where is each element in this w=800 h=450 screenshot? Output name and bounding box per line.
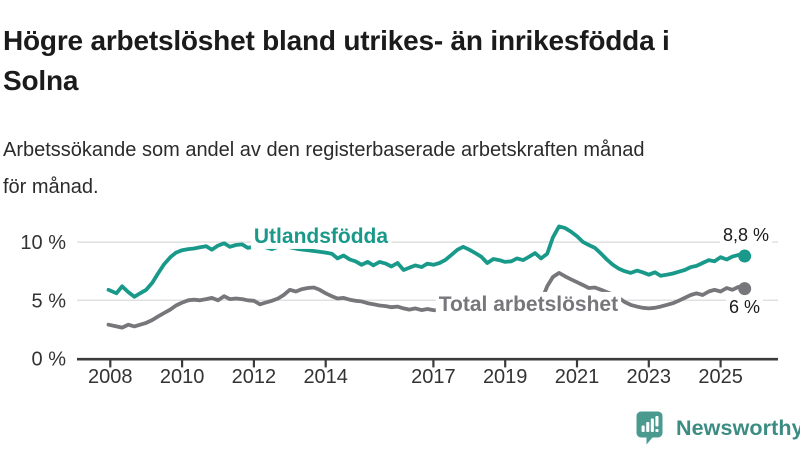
chart-title-line2: Solna (3, 64, 79, 96)
chart-title-line1: Högre arbetslöshet bland utrikes- än inr… (3, 24, 670, 56)
x-tick-label: 2010 (160, 366, 205, 388)
series-label-utlandsfodda: Utlandsfödda (254, 225, 388, 248)
series-end-dot-utlandsfodda (738, 249, 752, 263)
brand-name: Newsworthy (676, 415, 800, 440)
y-tick-label: 5 % (32, 290, 67, 312)
x-tick-label: 2021 (555, 366, 600, 388)
chart-subtitle-line2: för månad. (3, 176, 99, 198)
x-tick-label: 2023 (627, 366, 672, 388)
end-value-label: 6 % (729, 297, 760, 317)
series-line-total (106, 271, 747, 330)
y-tick-label: 10 % (20, 232, 66, 254)
series-label-total-halo (435, 291, 622, 317)
chart-subtitle-line1: Arbetssökande som andel av den registerb… (3, 139, 645, 161)
chart-title: Högre arbetslöshet bland utrikes- än inr… (3, 21, 793, 101)
y-tick-label: 0 % (32, 348, 67, 370)
x-tick-label: 2014 (303, 366, 348, 388)
x-tick-label: 2017 (411, 366, 456, 388)
end-value-label-halo (726, 296, 764, 319)
x-tick-label: 2025 (698, 366, 743, 388)
x-tick-label: 2019 (483, 366, 528, 388)
x-tick-label: 2008 (88, 366, 133, 388)
series-line-utlandsfodda (106, 224, 747, 299)
series-label-utlandsfodda-halo (250, 223, 392, 249)
end-value-label: 8,8 % (723, 225, 769, 245)
series-end-dot-total (738, 282, 752, 296)
chart-subtitle: Arbetssökande som andel av den registerb… (3, 132, 793, 206)
end-value-label-halo (720, 224, 773, 247)
x-tick-label: 2012 (232, 366, 277, 388)
series-label-total: Total arbetslöshet (439, 293, 618, 316)
bar-chart-speech-bubble-icon (636, 411, 663, 445)
newsworthy-logo: Newsworthy (636, 411, 800, 445)
